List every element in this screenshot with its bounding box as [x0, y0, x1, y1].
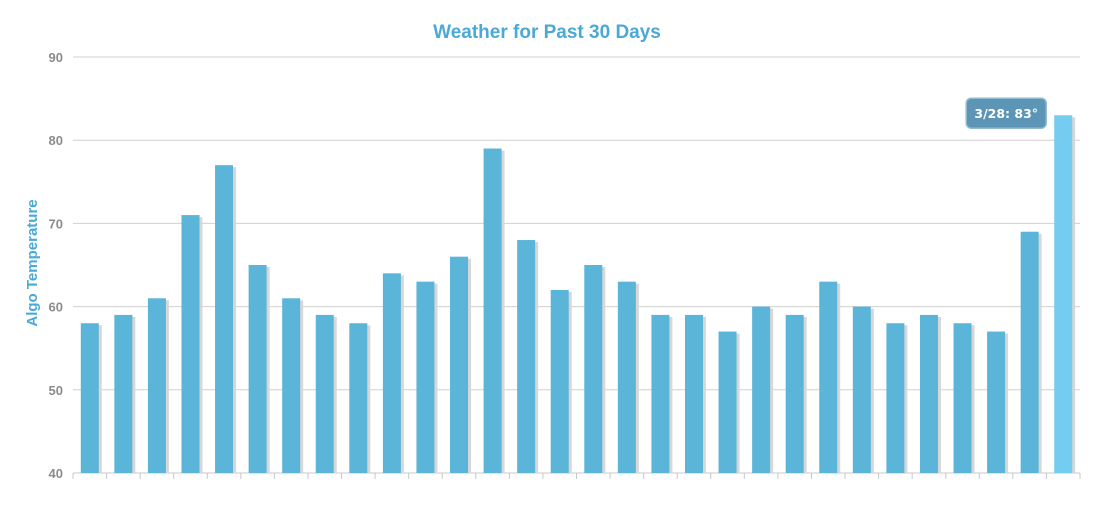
bar[interactable] — [953, 323, 972, 473]
bar[interactable] — [752, 306, 771, 473]
y-tick-label: 40 — [49, 466, 63, 481]
tooltip-box — [965, 97, 1047, 129]
bar[interactable] — [987, 331, 1006, 473]
bar[interactable] — [819, 281, 838, 473]
x-axis-ticks — [72, 473, 1081, 479]
bars — [80, 115, 1076, 474]
y-tick-label: 80 — [49, 133, 63, 148]
chart-title: Weather for Past 30 Days — [433, 22, 661, 43]
y-tick-label: 50 — [49, 383, 63, 398]
bar[interactable] — [80, 323, 99, 473]
bar[interactable] — [181, 215, 200, 473]
bar[interactable] — [114, 314, 133, 473]
bar[interactable] — [450, 256, 469, 473]
bar[interactable] — [248, 265, 267, 473]
bar[interactable] — [147, 298, 166, 473]
bar[interactable] — [416, 281, 435, 473]
tooltip: 3/28: 83° — [965, 97, 1047, 129]
y-axis-ticks: 40 50 60 70 80 90 — [49, 50, 63, 481]
y-tick-label: 60 — [49, 300, 63, 315]
bar[interactable] — [919, 314, 938, 473]
bar[interactable] — [852, 306, 871, 473]
bar[interactable] — [382, 273, 401, 473]
bar[interactable] — [584, 265, 603, 473]
bar[interactable] — [349, 323, 368, 473]
bar[interactable] — [684, 314, 703, 473]
tooltip-text: 3/28: 83° — [974, 106, 1038, 121]
bar[interactable] — [215, 165, 234, 473]
bar[interactable] — [550, 289, 569, 473]
y-axis-label: Algo Temperature — [24, 199, 41, 326]
bar[interactable] — [1020, 231, 1039, 473]
bar[interactable] — [1054, 115, 1073, 474]
y-tick-label: 70 — [49, 216, 63, 231]
bar[interactable] — [718, 331, 737, 473]
bar[interactable] — [483, 148, 502, 473]
y-tick-label: 90 — [49, 50, 63, 65]
bar[interactable] — [651, 314, 670, 473]
bar[interactable] — [886, 323, 905, 473]
bar[interactable] — [617, 281, 636, 473]
bar[interactable] — [315, 314, 334, 473]
bar[interactable] — [282, 298, 301, 473]
bar[interactable] — [517, 240, 536, 473]
bar[interactable] — [785, 314, 804, 473]
